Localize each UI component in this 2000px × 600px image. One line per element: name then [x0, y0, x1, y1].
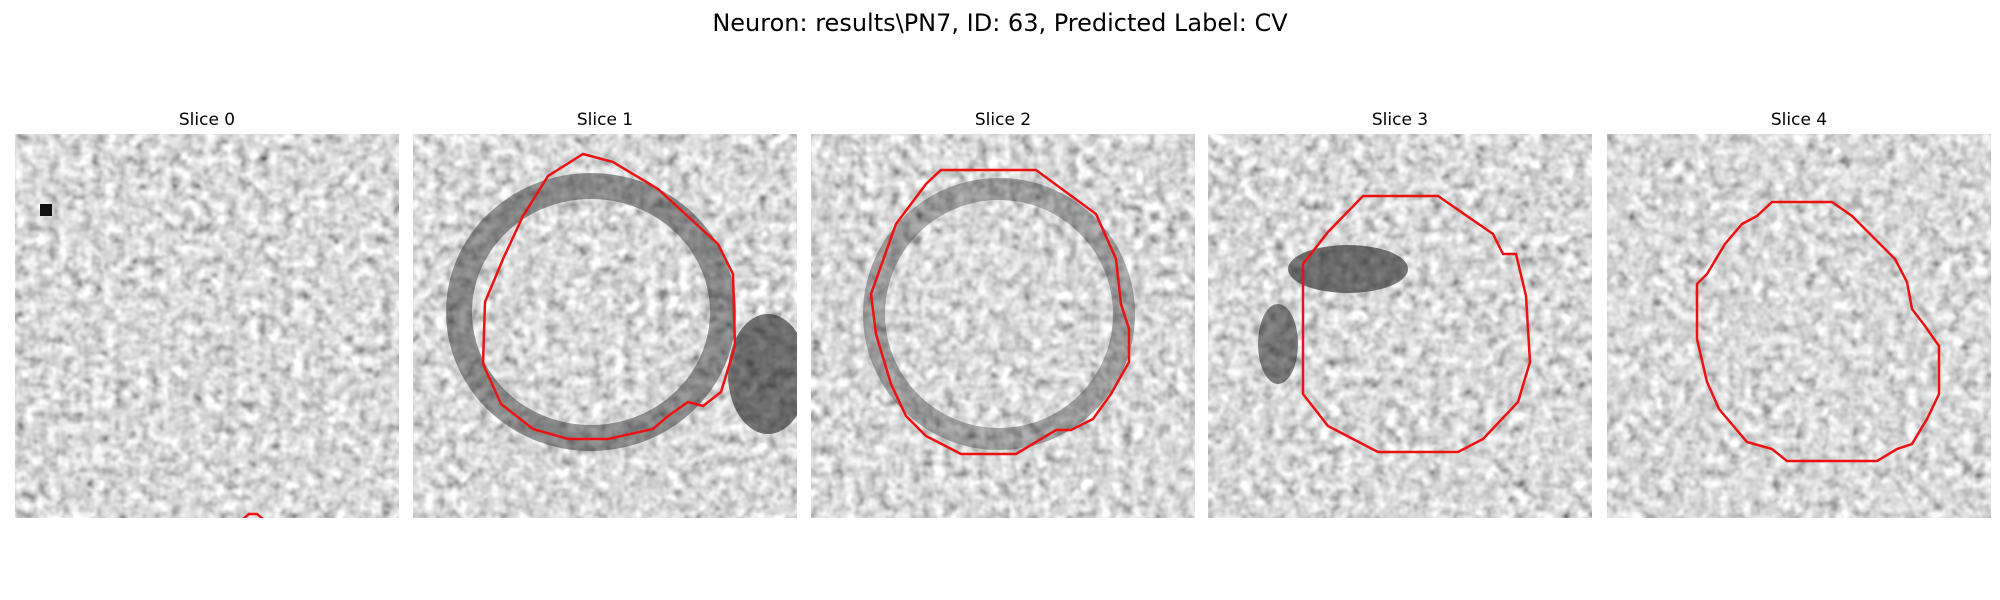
slice-panel-2: Slice 2: [811, 108, 1195, 518]
segmentation-contour: [1695, 200, 1941, 463]
slice-title: Slice 4: [1770, 110, 1828, 130]
segmentation-contour: [242, 512, 264, 518]
slice-title: Slice 1: [576, 110, 634, 130]
slice-image: [413, 134, 797, 518]
slice-title: Slice 2: [974, 110, 1032, 130]
slice-image: [811, 134, 1195, 518]
slice-image: [1208, 134, 1592, 518]
slice-image: [15, 134, 399, 518]
slice-panel-3: Slice 3: [1208, 108, 1592, 518]
slice-panel-1: Slice 1: [413, 108, 797, 518]
slice-image: [1607, 134, 1991, 518]
slice-title: Slice 0: [178, 110, 236, 130]
slice-title: Slice 3: [1371, 110, 1429, 130]
segmentation-contour: [869, 168, 1131, 456]
segmentation-contour: [481, 152, 737, 441]
segmentation-contour: [1301, 194, 1532, 454]
figure-title: Neuron: results\PN7, ID: 63, Predicted L…: [712, 9, 1288, 37]
slice-panel-0: Slice 0: [15, 108, 399, 518]
slice-panel-4: Slice 4: [1607, 108, 1991, 518]
